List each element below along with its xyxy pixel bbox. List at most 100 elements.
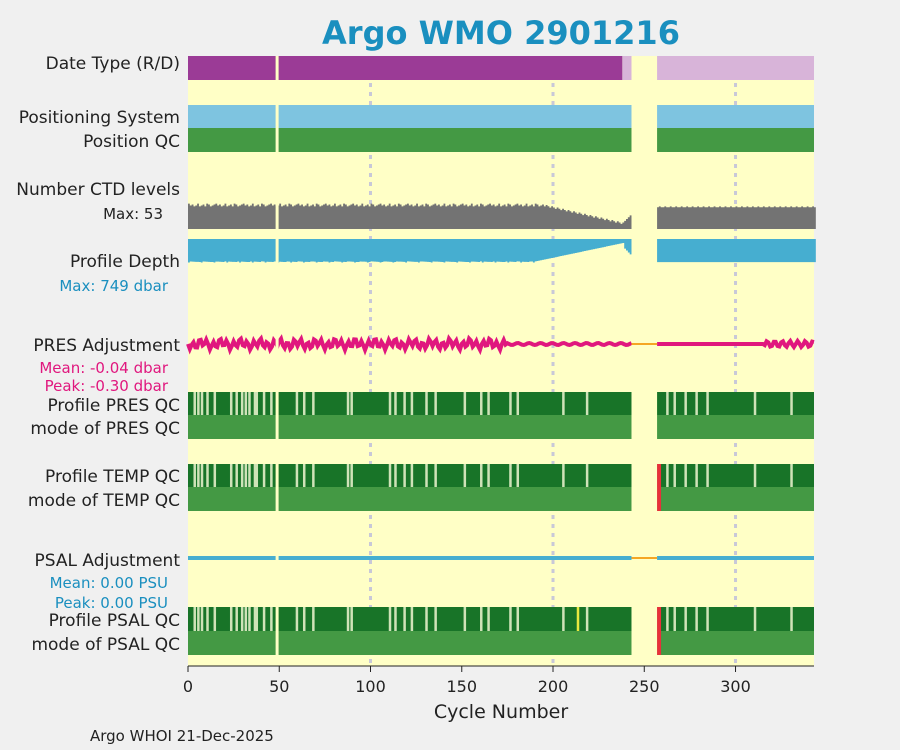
profile_psal_qc-light-262 xyxy=(666,607,669,631)
profile_psal_qc-light-130 xyxy=(425,607,428,631)
profile_psal_qc-light-284 xyxy=(706,607,709,631)
cycle-gap-line xyxy=(275,56,279,655)
profile_pres_qc-light-262 xyxy=(666,392,669,415)
label-profile-pres-qc: Profile PRES QC xyxy=(47,396,180,416)
profile_psal_qc-light-31 xyxy=(244,607,248,631)
profile_temp_qc-light-89 xyxy=(350,464,353,487)
profile_pres_qc-light-68 xyxy=(312,392,315,415)
label-ctd-levels: Number CTD levels xyxy=(16,180,180,200)
gridlines xyxy=(369,56,738,666)
chart-title: Argo WMO 2901216 xyxy=(322,14,680,52)
profile_temp_qc-light-118 xyxy=(403,464,406,487)
profile_psal_qc-light-7 xyxy=(200,607,204,631)
profile_temp_qc-light-110 xyxy=(388,464,392,487)
missing-cycles-band xyxy=(631,56,658,666)
pres-mean-value: Mean: -0.04 dbar xyxy=(39,359,169,377)
psal-flag-257 xyxy=(657,607,662,655)
profile_pres_qc-light-3 xyxy=(193,392,196,415)
label-mode-psal-qc: mode of PSAL QC xyxy=(31,635,180,655)
x-tick-label-50: 50 xyxy=(269,677,289,696)
profile_temp_qc-light-37 xyxy=(255,464,259,487)
label-profile-depth: Profile Depth xyxy=(70,252,180,272)
profile_pres_qc-light-266 xyxy=(673,392,676,415)
x-tick-label-150: 150 xyxy=(446,677,477,696)
profile_pres_qc-light-284 xyxy=(706,392,709,415)
profile_psal_qc-light-110 xyxy=(388,607,392,631)
profile_temp_qc-band-0 xyxy=(188,464,632,487)
profile_psal_qc-light-59 xyxy=(295,607,299,631)
mode_psal_qc-band-0 xyxy=(188,631,632,655)
profile_temp_qc-light-218 xyxy=(585,464,589,487)
x-tick-label-100: 100 xyxy=(355,677,386,696)
profile_psal_qc-light-160 xyxy=(480,607,483,631)
profile_pres_qc-light-278 xyxy=(695,392,698,415)
plot-area xyxy=(188,56,814,666)
label-date-type: Date Type (R/D) xyxy=(46,54,180,74)
position_qc-band-1 xyxy=(657,128,814,152)
profile_pres_qc-light-180 xyxy=(516,392,520,415)
profile_psal_qc-light-68 xyxy=(312,607,315,631)
profile_pres_qc-light-130 xyxy=(425,392,428,415)
profile_psal_qc-light-3 xyxy=(193,607,196,631)
profile_pres_qc-light-135 xyxy=(434,392,437,415)
profile_psal_qc-light-33 xyxy=(248,607,251,631)
profile_psal_qc-light-113 xyxy=(394,607,397,631)
profile_psal_qc-light-36 xyxy=(253,607,257,631)
profile_temp_qc-light-59 xyxy=(295,464,299,487)
mode_temp_qc-band-0 xyxy=(188,487,632,511)
x-tick-label-300: 300 xyxy=(720,677,751,696)
mode_psal_qc-band-1 xyxy=(657,631,814,655)
profile_psal_qc-light-37 xyxy=(255,607,259,631)
profile_temp_qc-light-7 xyxy=(200,464,204,487)
profile_temp_qc-light-130 xyxy=(425,464,428,487)
profile_temp_qc-light-266 xyxy=(673,464,676,487)
profile_psal_qc-light-118 xyxy=(403,607,406,631)
positioning_system-band-1 xyxy=(657,105,814,128)
profile_psal_qc-light-87 xyxy=(346,607,350,631)
profile_pres_qc-light-160 xyxy=(480,392,483,415)
profile_psal_qc-light-10 xyxy=(206,607,209,631)
profile_temp_qc-light-330 xyxy=(790,464,793,487)
profile_pres_qc-light-113 xyxy=(394,392,397,415)
profile_pres_qc-light-310 xyxy=(753,392,757,415)
profile_psal_qc-light-89 xyxy=(350,607,353,631)
profile_psal_qc-light-23 xyxy=(229,607,233,631)
x-tick-label-250: 250 xyxy=(629,677,660,696)
profile_temp_qc-light-160 xyxy=(480,464,483,487)
profile_pres_qc-light-110 xyxy=(388,392,392,415)
label-pres-adjustment: PRES Adjustment xyxy=(33,336,180,356)
label-position-qc: Position QC xyxy=(83,132,180,152)
profile_temp_qc-light-87 xyxy=(346,464,350,487)
pres-adjustment-line-a xyxy=(186,334,633,356)
psal-peak-value: Peak: 0.00 PSU xyxy=(55,594,168,612)
profile_temp_qc-light-284 xyxy=(706,464,709,487)
mode_pres_qc-band-0 xyxy=(188,415,632,439)
profile_pres_qc-light-33 xyxy=(248,392,251,415)
psal-yellow-flag xyxy=(576,607,580,631)
profile_pres_qc-light-41 xyxy=(262,392,266,415)
profile_pres_qc-light-5 xyxy=(197,392,200,415)
profile_psal_qc-light-272 xyxy=(684,607,687,631)
profile_pres_qc-light-7 xyxy=(200,392,204,415)
profile_pres_qc-band-0 xyxy=(188,392,632,415)
profile_psal_qc-band-0 xyxy=(188,607,632,631)
x-axis-ticks: 0 50 100 150 200 250 300 xyxy=(183,666,751,696)
position_qc-band-0 xyxy=(188,128,632,152)
profile_temp_qc-light-29 xyxy=(240,464,244,487)
profile_pres_qc-light-23 xyxy=(229,392,233,415)
depth-max-value: Max: 749 dbar xyxy=(59,277,168,295)
profile_temp_qc-light-26 xyxy=(235,464,238,487)
profile_psal_qc-light-330 xyxy=(790,607,793,631)
profile_pres_qc-light-87 xyxy=(346,392,350,415)
profile_pres_qc-light-272 xyxy=(684,392,687,415)
profile_psal_qc-light-151 xyxy=(463,607,467,631)
profile_psal_qc-band-1 xyxy=(657,607,814,631)
profile_pres_qc-light-176 xyxy=(509,392,512,415)
x-tick-label-200: 200 xyxy=(538,677,569,696)
profile_psal_qc-light-45 xyxy=(270,607,273,631)
profile_temp_qc-light-164 xyxy=(487,464,490,487)
profile_temp_qc-light-68 xyxy=(312,464,315,487)
profile_temp_qc-light-205 xyxy=(562,464,565,487)
label-mode-pres-qc: mode of PRES QC xyxy=(30,419,180,439)
profile_pres_qc-light-14 xyxy=(213,392,217,415)
